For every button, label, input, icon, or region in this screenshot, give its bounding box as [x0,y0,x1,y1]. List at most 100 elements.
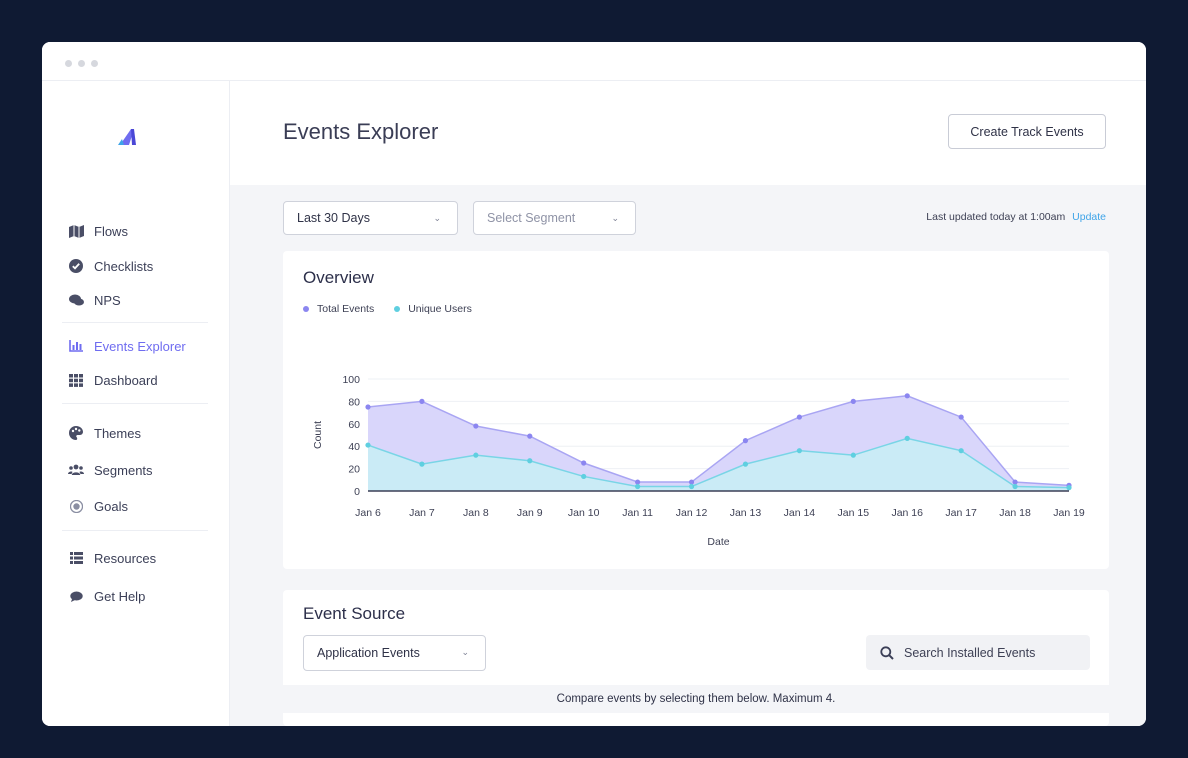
map-icon [68,223,84,239]
data-point [1012,483,1018,490]
sidebar-item-label: Segments [94,462,153,478]
data-point [688,479,695,485]
data-point [473,452,479,458]
series-area-unique-users [368,438,1069,491]
palette-icon [68,425,84,441]
sidebar-item-resources[interactable]: Resources [68,547,156,569]
data-point [527,458,533,464]
data-point [850,398,856,404]
last-updated-status: Last updated today at 1:00am Update [926,211,1106,223]
segment-placeholder: Select Segment [487,211,576,225]
grid-icon [68,372,84,388]
x-tick-label: Jan 18 [999,507,1031,519]
x-tick-label: Jan 10 [568,507,600,519]
data-point [796,448,802,454]
data-point [742,461,749,467]
sidebar-divider [62,322,208,323]
main-content: Events Explorer Create Track Events Last… [230,81,1146,726]
create-track-events-button[interactable]: Create Track Events [948,114,1106,149]
data-point [635,479,641,485]
data-point [419,461,425,467]
x-tick-label: Jan 14 [784,507,816,519]
window-titlebar [42,42,1146,81]
sidebar-item-label: Flows [94,223,128,239]
chevron-down-icon: ⌄ [461,647,469,657]
y-tick-label: 100 [342,374,360,386]
y-tick-label: 80 [348,396,360,408]
event-source-select[interactable]: Application Events ⌄ [303,635,486,671]
data-point [365,442,371,448]
x-tick-label: Jan 12 [676,507,708,519]
page-header: Events Explorer Create Track Events [230,81,1146,185]
data-point [1066,485,1072,491]
overview-title: Overview [303,268,374,287]
legend-unique-users[interactable]: Unique Users [408,303,472,315]
y-tick-label: 40 [348,441,360,453]
speech-bubble-icon [68,588,84,604]
sidebar: Flows Checklists NPS Events Explorer [42,81,230,726]
segment-select[interactable]: Select Segment ⌄ [473,201,636,235]
sidebar-item-nps[interactable]: NPS [68,289,121,311]
event-source-value: Application Events [317,646,420,660]
x-axis-label: Date [707,536,729,548]
legend-swatch [303,306,309,312]
sidebar-item-label: Get Help [94,588,146,604]
x-tick-label: Jan 16 [891,507,923,519]
sidebar-item-goals[interactable]: Goals [68,495,128,517]
last-updated-text: Last updated today at 1:00am [926,211,1066,223]
sidebar-item-get-help[interactable]: Get Help [68,585,145,607]
data-point [796,414,802,420]
data-point [581,473,587,480]
sidebar-item-segments[interactable]: Segments [68,459,153,481]
window-dot-icon [91,60,98,67]
data-point [958,414,964,420]
series-line-unique-users [367,437,1070,489]
bar-chart-icon [68,338,84,354]
data-point [473,423,479,429]
x-tick-label: Jan 17 [945,507,977,519]
sidebar-item-checklists[interactable]: Checklists [68,255,153,277]
logo-icon[interactable] [118,125,138,147]
search-installed-events-input[interactable]: Search Installed Events [866,635,1090,670]
y-tick-label: 0 [354,486,360,498]
window-dot-icon [78,60,85,67]
sidebar-item-events-explorer[interactable]: Events Explorer [68,335,186,357]
sidebar-item-label: NPS [94,292,121,308]
target-icon [68,498,84,514]
legend-total-events[interactable]: Total Events [317,303,375,315]
chevron-down-icon: ⌄ [433,213,441,223]
sidebar-divider [62,403,208,404]
sidebar-item-flows[interactable]: Flows [68,220,128,242]
data-point [365,404,371,410]
data-point [581,460,587,466]
sidebar-item-dashboard[interactable]: Dashboard [68,369,158,391]
event-source-card: Event Source Application Events ⌄ Search… [283,590,1109,726]
chart-legend: Total Events Unique Users [303,303,472,315]
sidebar-item-themes[interactable]: Themes [68,422,141,444]
x-tick-label: Jan 9 [517,507,543,519]
sidebar-item-label: Goals [94,498,128,514]
list-icon [68,550,84,566]
x-tick-label: Jan 8 [463,507,489,519]
data-point [742,438,749,444]
users-icon [68,462,84,478]
y-axis-label: Count [312,421,324,449]
window-dot-icon [65,60,72,67]
data-point [527,433,533,439]
search-icon [880,645,894,660]
page-title: Events Explorer [283,119,439,144]
x-tick-label: Jan 6 [355,507,381,519]
legend-swatch [394,306,401,312]
data-point [958,448,964,454]
y-tick-label: 20 [348,464,360,476]
sidebar-item-label: Resources [94,550,157,566]
date-range-select[interactable]: Last 30 Days ⌄ [283,201,458,235]
chevron-down-icon: ⌄ [611,213,619,223]
x-tick-label: Jan 7 [409,507,435,519]
data-point [1012,479,1018,485]
compare-hint: Compare events by selecting them below. … [283,685,1109,713]
data-point [688,483,695,490]
series-line-total-events [367,395,1070,487]
data-point [850,452,856,458]
update-link[interactable]: Update [1072,211,1106,223]
